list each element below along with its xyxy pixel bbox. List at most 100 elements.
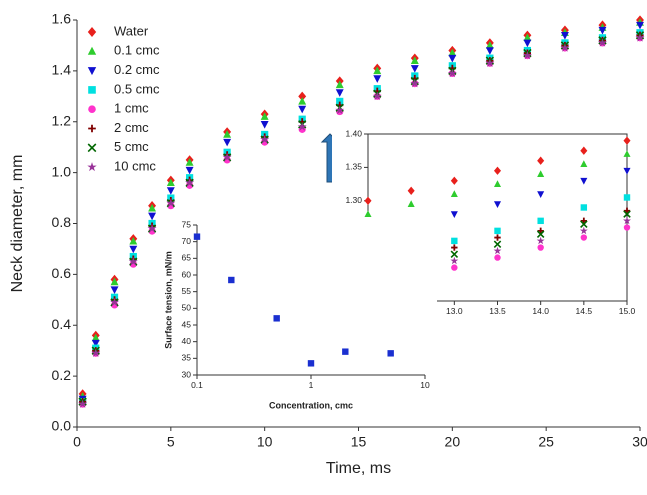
marker — [373, 75, 382, 83]
x-tick-label: 14.5 — [576, 306, 593, 316]
y-tick-label: 1.6 — [52, 11, 72, 27]
marker — [78, 399, 88, 408]
marker — [537, 227, 544, 235]
x-tick-label: 1 — [309, 380, 314, 390]
x-tick-label: 20 — [445, 434, 461, 450]
marker — [407, 200, 415, 208]
marker — [148, 203, 157, 212]
marker — [635, 33, 645, 42]
marker — [410, 78, 420, 88]
marker — [228, 276, 235, 284]
marker — [450, 256, 459, 265]
legend-marker — [88, 124, 96, 133]
legend-label: 0.5 cmc — [114, 81, 160, 96]
marker — [298, 105, 307, 114]
y-tick-label: 60 — [182, 269, 192, 279]
marker — [537, 156, 545, 165]
marker — [110, 286, 119, 294]
marker — [537, 191, 545, 198]
legend-label: Water — [114, 23, 149, 38]
marker — [451, 244, 458, 251]
marker — [493, 201, 502, 208]
marker — [580, 160, 588, 167]
y-tick-label: 45 — [182, 319, 192, 329]
marker — [560, 43, 570, 52]
y-tick-label: 1.0 — [52, 163, 72, 179]
marker — [636, 21, 644, 30]
marker — [335, 80, 344, 89]
marker — [297, 122, 307, 131]
marker — [410, 56, 419, 64]
marker — [91, 348, 101, 358]
x-tick-label: 13.5 — [489, 306, 506, 316]
marker — [450, 190, 458, 197]
marker — [307, 360, 315, 367]
marker — [448, 48, 457, 57]
marker — [336, 97, 344, 105]
marker — [580, 217, 588, 225]
marker — [536, 230, 545, 238]
legend-marker — [87, 162, 97, 172]
marker — [148, 212, 157, 221]
marker — [523, 39, 532, 48]
marker — [185, 178, 195, 187]
y-tick-label: 0.6 — [52, 265, 72, 281]
marker — [335, 105, 345, 115]
marker — [166, 187, 175, 195]
marker — [598, 26, 607, 35]
marker — [536, 236, 545, 245]
marker — [623, 194, 631, 201]
inset-background — [161, 217, 437, 409]
legend-marker — [88, 105, 96, 113]
y-tick-label: 1.2 — [52, 112, 72, 128]
marker — [450, 176, 458, 185]
marker — [223, 130, 232, 138]
marker — [485, 58, 495, 68]
y-tick-label: 50 — [182, 303, 192, 313]
marker — [623, 150, 631, 157]
y-tick-label: 35 — [182, 353, 192, 363]
marker — [128, 256, 138, 266]
marker — [298, 91, 307, 101]
marker — [623, 210, 631, 218]
legend-marker — [88, 86, 96, 94]
x-tick-label: 10 — [257, 434, 273, 450]
y-tick-label: 1.35 — [345, 162, 362, 172]
marker — [260, 112, 269, 120]
marker — [260, 121, 269, 129]
y-tick-label: 1.4 — [52, 62, 72, 78]
legend-label: 0.2 cmc — [114, 62, 160, 77]
marker — [598, 38, 607, 47]
y-tick-label: 75 — [182, 219, 192, 229]
marker — [364, 210, 372, 218]
legend-label: 0.1 cmc — [114, 43, 160, 58]
marker — [129, 236, 138, 245]
marker — [560, 32, 569, 40]
x-tick-label: 25 — [538, 434, 554, 450]
x-tick-label: 10 — [420, 380, 430, 390]
marker — [222, 152, 232, 162]
marker — [185, 158, 194, 166]
marker — [364, 196, 372, 205]
marker — [537, 244, 544, 251]
marker — [410, 65, 419, 73]
marker — [523, 33, 532, 42]
marker — [407, 186, 415, 195]
legend-label: 2 cmc — [114, 120, 149, 135]
marker — [537, 217, 544, 225]
y-tick-label: 0.0 — [52, 418, 72, 434]
legend-marker — [87, 27, 97, 37]
y-tick-label: 70 — [182, 236, 192, 246]
x-axis-label: Concentration, cmc — [269, 400, 353, 410]
marker — [580, 146, 588, 155]
marker — [623, 224, 631, 231]
marker — [166, 178, 175, 187]
y-tick-label: 55 — [182, 286, 192, 296]
x-tick-label: 0 — [73, 434, 81, 450]
y-tick-label: 0.2 — [52, 367, 72, 383]
marker — [185, 166, 194, 175]
marker — [373, 66, 382, 75]
y-tick-label: 40 — [182, 336, 192, 346]
x-tick-label: 0.1 — [191, 380, 203, 390]
marker — [193, 233, 201, 240]
